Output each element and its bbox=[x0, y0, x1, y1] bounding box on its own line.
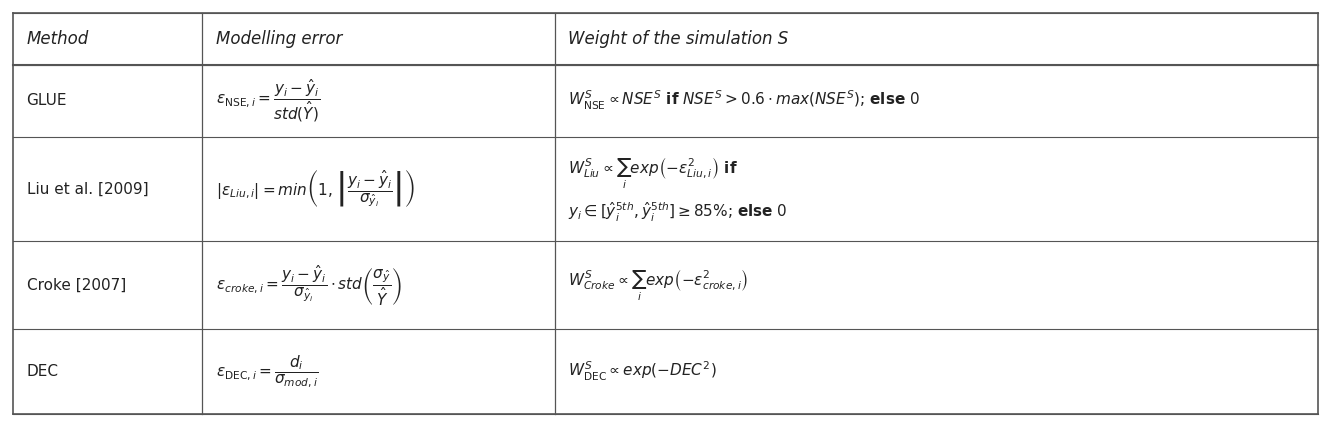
Text: $|\epsilon_{\mathit{Liu},i}| = \mathit{min}\left(1, \left|\dfrac{y_i - \hat{y}_i: $|\epsilon_{\mathit{Liu},i}| = \mathit{m… bbox=[216, 169, 415, 209]
Text: $\epsilon_{\mathrm{NSE},i} = \dfrac{y_i - \hat{y}_i}{std(\hat{Y})}$: $\epsilon_{\mathrm{NSE},i} = \dfrac{y_i … bbox=[216, 78, 319, 124]
Text: Modelling error: Modelling error bbox=[216, 30, 342, 48]
Text: Weight of the simulation S: Weight of the simulation S bbox=[568, 30, 788, 48]
Text: $y_i \in [\hat{y}_i^{5th}, \hat{y}_i^{5th}] \geq 85\%$; $\mathbf{else}$ $0$: $y_i \in [\hat{y}_i^{5th}, \hat{y}_i^{5t… bbox=[568, 200, 788, 224]
Text: GLUE: GLUE bbox=[27, 93, 67, 108]
Text: $W^S_{\mathrm{NSE}} \propto NSE^S$ $\mathbf{if}$ $NSE^S > 0.6 \cdot \mathit{max}: $W^S_{\mathrm{NSE}} \propto NSE^S$ $\mat… bbox=[568, 89, 920, 112]
Text: $W^S_{\mathit{Croke}} \propto \sum_i \mathit{exp}\left(-\epsilon^2_{\mathit{crok: $W^S_{\mathit{Croke}} \propto \sum_i \ma… bbox=[568, 268, 748, 303]
Text: $W^S_{\mathit{Liu}} \propto \sum_i \mathit{exp}\left(-\epsilon^2_{\mathit{Liu},i: $W^S_{\mathit{Liu}} \propto \sum_i \math… bbox=[568, 156, 737, 191]
Text: DEC: DEC bbox=[27, 364, 59, 379]
Text: Croke [2007]: Croke [2007] bbox=[27, 278, 126, 293]
Text: $\epsilon_{\mathit{croke},i} = \dfrac{y_i - \hat{y}_i}{\sigma_{\hat{y}_i}} \cdot: $\epsilon_{\mathit{croke},i} = \dfrac{y_… bbox=[216, 263, 402, 308]
Text: Method: Method bbox=[27, 30, 89, 48]
Text: Liu et al. [2009]: Liu et al. [2009] bbox=[27, 181, 148, 197]
Text: $W^S_{\mathrm{DEC}} \propto \mathit{exp}\left(-DEC^2\right)$: $W^S_{\mathrm{DEC}} \propto \mathit{exp}… bbox=[568, 360, 716, 383]
Text: $\epsilon_{\mathrm{DEC},i} = \dfrac{d_i}{\sigma_{\mathit{mod},i}}$: $\epsilon_{\mathrm{DEC},i} = \dfrac{d_i}… bbox=[216, 354, 318, 390]
